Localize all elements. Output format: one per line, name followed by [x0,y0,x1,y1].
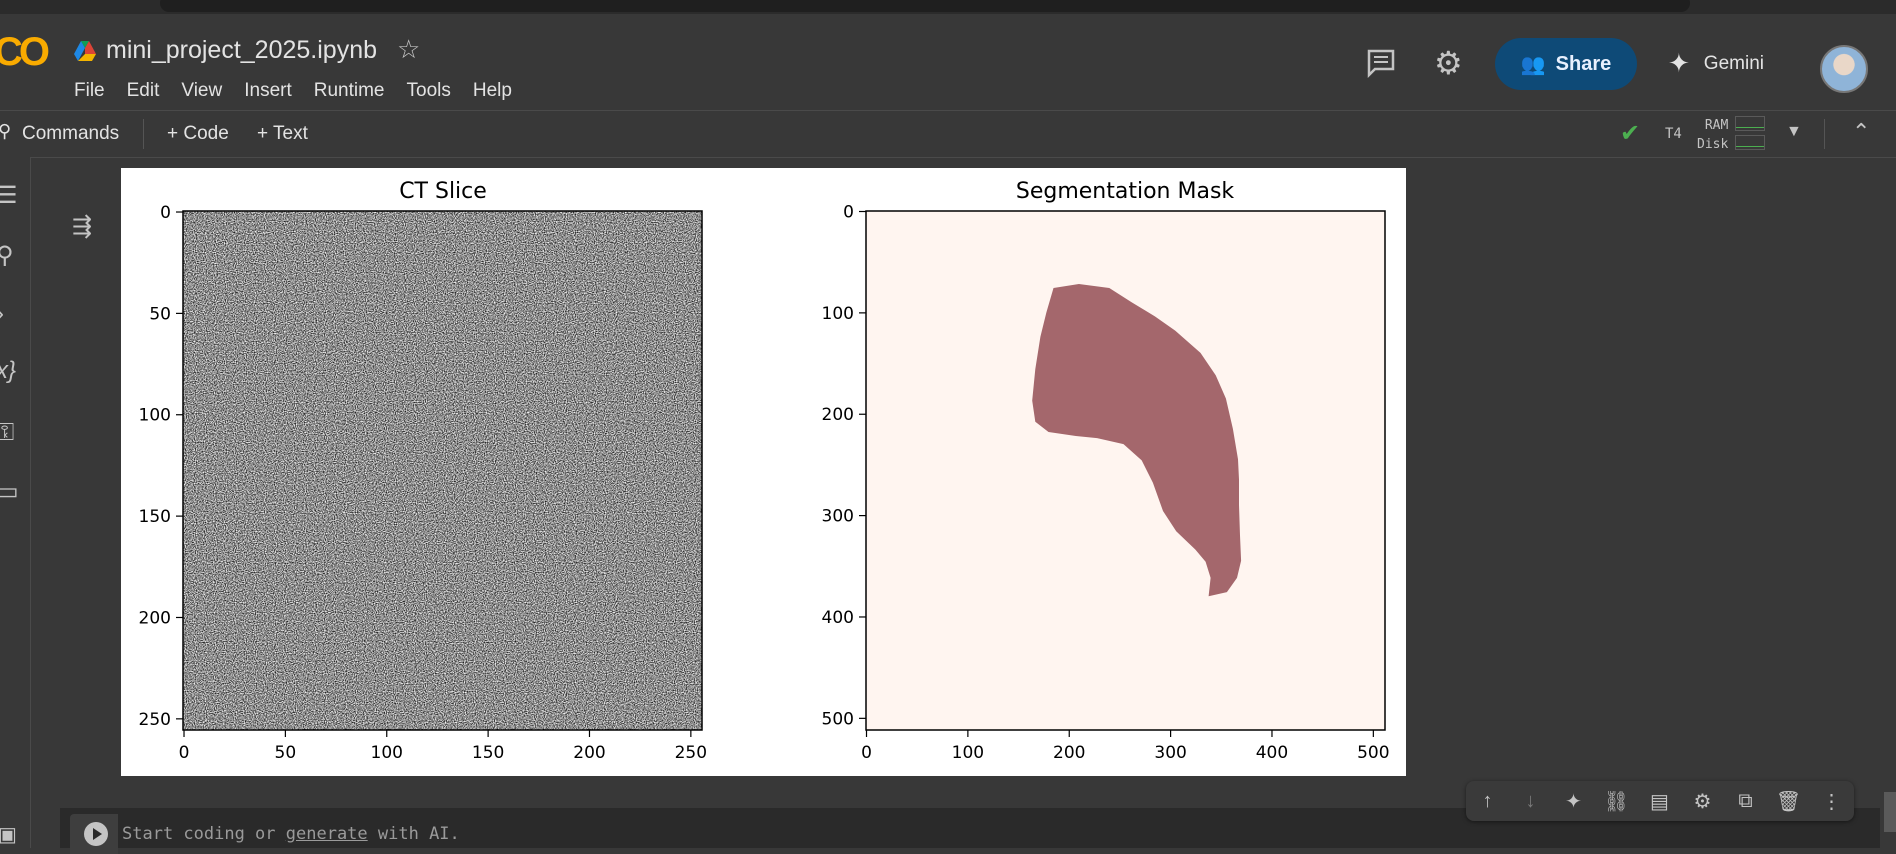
mask-ytick-label: 400 [822,608,854,628]
scrollbar-thumb[interactable] [1884,792,1896,832]
browser-tab-strip [0,0,1896,14]
menu-edit[interactable]: Edit [126,80,160,101]
cell-placeholder[interactable]: Start coding or generate with AI. [122,824,460,844]
share-label: Share [1555,52,1612,75]
comment-icon[interactable] [1366,48,1396,78]
share-button[interactable]: 👥 Share [1495,38,1637,90]
toolbar-divider [1824,119,1825,149]
ct-slice-title: CT Slice [399,179,487,204]
add-code-button[interactable]: + Code [167,123,229,144]
figure-canvas: CT Slice 0 50 100 150 200 250050100150200250 … [139,179,1390,763]
ct-xtick-label: 250 [675,743,707,763]
table-of-contents-icon[interactable]: ☰ [0,182,18,209]
left-sidebar: ☰ ⚲ › x} ⚿ ▭ [0,157,31,848]
menu-insert[interactable]: Insert [244,80,292,101]
ct-ytick-label: 0 [160,203,171,223]
more-vert-icon[interactable]: ⋮ [1821,790,1842,813]
google-drive-icon[interactable] [74,41,96,61]
mask-region [1032,284,1242,597]
ct-ytick-label: 250 [139,710,171,730]
secrets-key-icon[interactable]: ⚿ [0,419,15,446]
collapse-header-icon[interactable]: ⌃ [1852,119,1871,144]
ct-ytick-label: 150 [139,507,171,527]
menu-help[interactable]: Help [472,80,512,101]
ram-usage-bar[interactable] [1735,116,1765,131]
search-icon: ⚲ [0,121,12,141]
star-icon[interactable]: ☆ [397,34,421,64]
comment-icon[interactable]: ▤ [1650,790,1669,813]
ct-axes-frame [182,210,703,731]
move-up-icon[interactable]: ↑ [1482,789,1493,812]
ct-axis-ticks: 0 50 100 150 200 250 0 50 100 150 200 250 [139,203,708,763]
connect-dropdown-icon[interactable]: ▼ [1786,123,1802,140]
notebook-title[interactable]: mini_project_2025.ipynb [106,36,378,64]
settings-icon[interactable]: ⚙ [1693,790,1712,813]
browser-address-bar[interactable] [160,0,1690,12]
mask-xtick-label: 300 [1154,743,1186,763]
files-folder-icon[interactable]: ▭ [0,478,19,505]
find-replace-icon[interactable]: ⚲ [0,242,14,269]
menu-runtime[interactable]: Runtime [313,80,385,101]
generate-link[interactable]: generate [285,824,368,844]
open-in-tab-icon[interactable]: ⧉ [1738,789,1753,812]
matplotlib-figure: CT Slice 0 50 100 150 200 250 0 50 100 150 200 250 … [121,168,1406,776]
toolbar-divider [143,119,144,149]
move-down-icon[interactable]: ↓ [1525,789,1536,812]
add-text-button[interactable]: + Text [257,123,308,144]
ct-xtick-label: 100 [371,743,403,763]
mask-title: Segmentation Mask [1016,179,1235,204]
mask-ytick-label: 0 [843,203,854,223]
output-actions-icon[interactable]: ⇶ [72,213,93,240]
ct-xtick-label: 200 [573,743,605,763]
mask-background [866,211,1385,730]
connected-check-icon[interactable]: ✔ [1620,120,1641,147]
ct-ytick-label: 50 [149,304,171,324]
cell-toolbar: ↑ ↓ ✦ ⛓ ▤ ⚙ ⧉ 🗑 ⋮ [1466,781,1854,821]
runtime-type-label[interactable]: T4 [1665,126,1682,142]
run-cell-button[interactable] [70,814,118,854]
ram-label: RAM [1704,118,1729,133]
terminal-icon[interactable]: ▣ [0,824,17,846]
menu-view[interactable]: View [181,80,223,101]
gemini-button[interactable]: ✦ Gemini [1668,48,1764,79]
mask-ytick-label: 100 [822,304,854,324]
mask-ytick-label: 300 [822,507,854,527]
mask-ytick-label: 500 [822,709,854,729]
delete-icon[interactable]: 🗑 [1775,790,1802,813]
ct-ytick-label: 200 [139,608,171,628]
ct-xtick-label: 150 [472,743,504,763]
ct-xtick-label: 0 [179,743,190,763]
disk-label: Disk [1697,137,1729,152]
mask-xtick-label: 500 [1357,743,1389,763]
mask-axis-ticks: 0 100 200 300 400 500 0 100 200 300 400 500 [822,203,1390,763]
menu-file[interactable]: File [74,80,105,101]
notebook-toolbar: ⚲ Commands + Code + Text ✔ T4 RAM Disk ▼… [0,110,1896,158]
settings-gear-icon[interactable]: ⚙ [1434,45,1463,81]
mask-ytick-label: 200 [822,405,854,425]
resource-labels[interactable]: RAM Disk [1697,116,1728,154]
menu-bar: File Edit View Insert Runtime Tools Help [74,78,534,104]
code-snippets-icon[interactable]: › [0,300,4,328]
variables-icon[interactable]: x} [0,357,17,384]
mask-xtick-label: 100 [952,743,984,763]
menu-tools[interactable]: Tools [406,80,451,101]
ct-ytick-label: 100 [139,406,171,426]
link-icon[interactable]: ⛓ [1603,790,1630,813]
ct-xtick-label: 50 [275,743,297,763]
colab-logo[interactable]: CO [0,30,50,74]
user-avatar[interactable] [1820,45,1868,93]
gemini-label: Gemini [1703,52,1764,74]
mask-xtick-label: 0 [861,743,872,763]
disk-usage-bar[interactable] [1735,135,1765,150]
play-icon [84,822,108,846]
mask-xtick-label: 400 [1256,743,1288,763]
mask-xtick-label: 200 [1053,743,1085,763]
commands-button[interactable]: Commands [22,123,120,144]
ct-noise-image [183,211,702,730]
people-icon: 👥 [1520,53,1546,76]
gemini-sparkle-icon: ✦ [1668,48,1690,78]
mask-axes-frame [865,210,1386,731]
gemini-sparkle-icon[interactable]: ✦ [1565,790,1582,813]
